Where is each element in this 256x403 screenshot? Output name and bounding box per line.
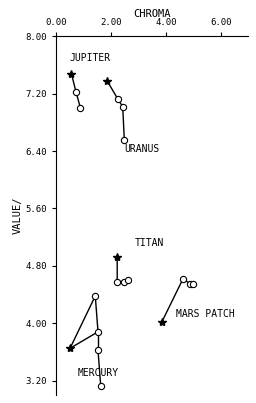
Text: JUPITER: JUPITER bbox=[69, 53, 111, 63]
Text: URANUS: URANUS bbox=[124, 145, 159, 154]
Text: MARS PATCH: MARS PATCH bbox=[176, 310, 234, 320]
Text: TITAN: TITAN bbox=[134, 238, 164, 248]
Y-axis label: VALUE/: VALUE/ bbox=[13, 197, 23, 235]
Text: MERCURY: MERCURY bbox=[78, 368, 119, 378]
X-axis label: CHROMA: CHROMA bbox=[134, 9, 171, 19]
